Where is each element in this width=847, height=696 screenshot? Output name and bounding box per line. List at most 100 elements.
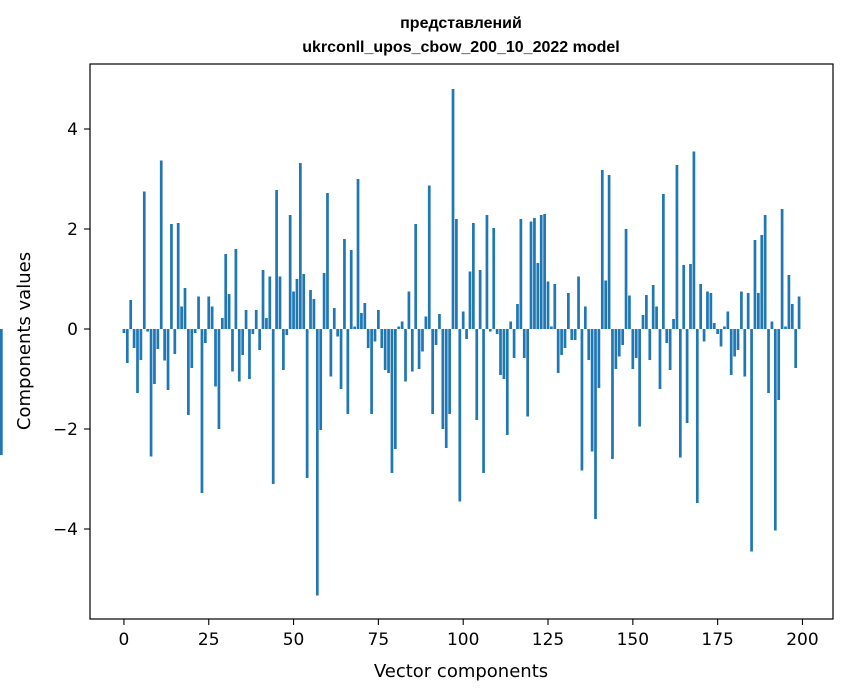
bar [719, 329, 723, 347]
bar [139, 329, 143, 360]
bar [495, 329, 499, 334]
x-tick-label: 75 [368, 630, 390, 650]
bar [492, 228, 496, 329]
bar [136, 329, 139, 393]
bar [380, 329, 384, 348]
bar [607, 175, 611, 329]
bar [417, 329, 421, 369]
bar [546, 281, 550, 329]
bar [288, 215, 292, 329]
bar [224, 254, 228, 329]
bar [590, 329, 594, 452]
bar [122, 329, 126, 333]
bar [410, 329, 414, 372]
bar [634, 329, 638, 358]
bar [404, 329, 407, 382]
bar [349, 250, 353, 329]
y-tick-label: −2 [53, 420, 78, 440]
bar [651, 285, 655, 329]
bar [387, 329, 390, 373]
bar [265, 318, 268, 329]
bar [594, 329, 597, 519]
bar [797, 296, 801, 329]
chart-subtitle: ukrconll_upos_cbow_200_10_2022 model [302, 39, 619, 56]
bar [512, 329, 516, 358]
bar [431, 329, 435, 414]
bar [343, 239, 346, 329]
bar [248, 329, 251, 379]
bar [427, 185, 431, 329]
bar [472, 223, 475, 329]
bar [624, 229, 628, 329]
bar [183, 288, 187, 329]
bar [370, 329, 373, 414]
bar [237, 329, 241, 382]
bar [550, 326, 553, 329]
bar [366, 329, 370, 348]
bar [332, 308, 336, 329]
bar [309, 290, 312, 329]
bar [794, 329, 798, 368]
bar [597, 329, 601, 388]
bar [0, 329, 3, 455]
bar [611, 329, 614, 459]
bar [295, 279, 299, 329]
bar [458, 329, 462, 502]
bar [767, 329, 770, 393]
bar [655, 306, 658, 329]
bar [488, 329, 492, 332]
bar [329, 329, 333, 377]
bar [604, 280, 608, 329]
bar [780, 209, 784, 329]
bar [353, 326, 356, 329]
bar [180, 306, 183, 329]
bar [790, 304, 794, 329]
x-tick-label: 125 [532, 630, 564, 650]
bar [695, 329, 699, 503]
bar [773, 329, 777, 531]
bar [227, 294, 231, 329]
bar [577, 276, 580, 329]
bar [706, 291, 709, 329]
bar [203, 329, 207, 343]
bar [692, 151, 696, 329]
bar [360, 313, 363, 329]
bar [142, 191, 146, 329]
bar [339, 329, 343, 389]
bar [699, 284, 703, 329]
bar [132, 329, 136, 348]
bar [390, 329, 394, 473]
bar [444, 329, 448, 448]
bar [553, 284, 557, 329]
bar [658, 329, 662, 389]
bar [468, 271, 472, 329]
bar [733, 329, 736, 357]
bar [519, 219, 523, 329]
bar [729, 329, 733, 375]
bar [278, 276, 282, 329]
bar [522, 329, 526, 358]
bar [129, 300, 133, 329]
bar [570, 329, 574, 340]
bar [560, 329, 563, 355]
bar [543, 214, 546, 329]
bar [685, 329, 689, 423]
bar [363, 303, 367, 329]
y-tick-label: 2 [67, 220, 78, 240]
bar [475, 329, 479, 420]
bar [573, 329, 577, 340]
bar [326, 193, 329, 329]
bar [176, 223, 180, 329]
y-axis-label: Components values [14, 252, 35, 430]
bar [220, 318, 224, 329]
bar [743, 329, 747, 377]
x-axis-label: Vector components [374, 661, 548, 682]
bar [641, 315, 645, 329]
bar [482, 329, 485, 473]
bar [563, 329, 567, 348]
bar [421, 329, 424, 352]
bar [319, 329, 323, 430]
bar [146, 329, 150, 332]
bar [736, 329, 740, 350]
bar [763, 215, 767, 329]
